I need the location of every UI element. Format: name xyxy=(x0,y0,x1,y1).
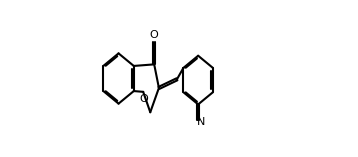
Text: N: N xyxy=(197,117,205,127)
Text: O: O xyxy=(150,30,159,40)
Text: O: O xyxy=(140,94,148,104)
